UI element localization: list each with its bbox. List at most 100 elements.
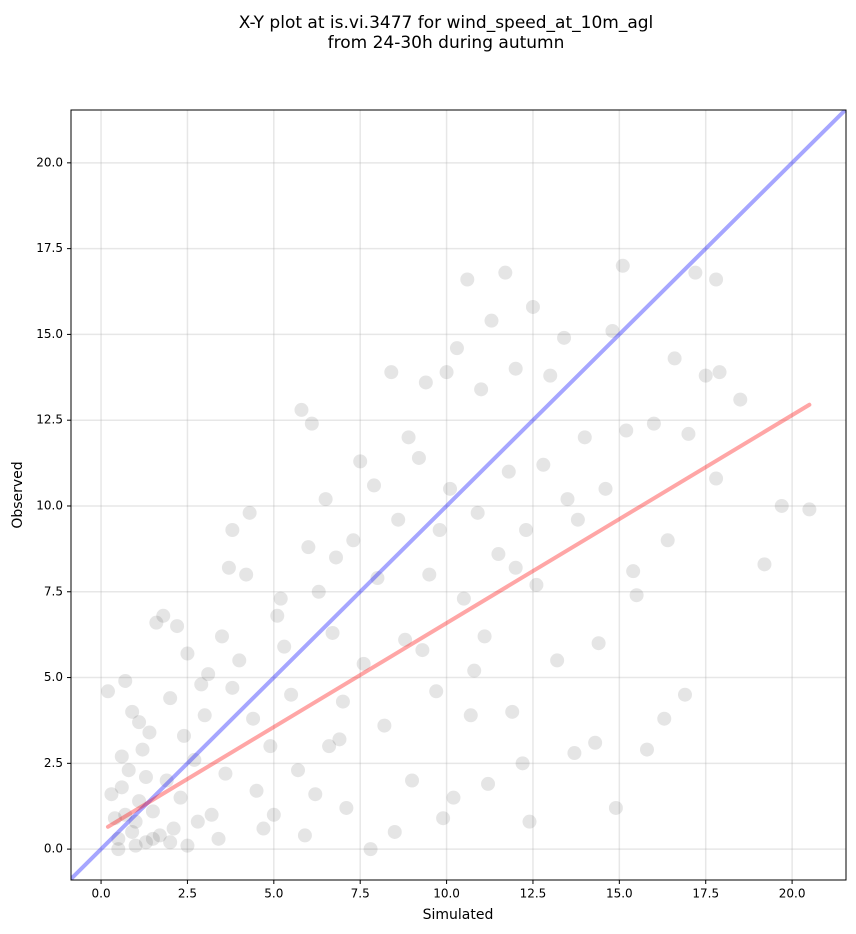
point xyxy=(698,368,713,383)
point xyxy=(297,828,312,843)
point xyxy=(463,708,478,723)
point xyxy=(325,625,340,640)
chart-title: from 24-30h during autumn xyxy=(328,33,565,53)
point xyxy=(138,770,153,785)
ticks: 0.0 2.5 5.0 7.5 10.0 12.5 15.0 17.5 20.0 0.0 2.5 5.… xyxy=(36,155,805,900)
point xyxy=(370,571,385,586)
point xyxy=(688,265,703,280)
point xyxy=(211,831,226,846)
point xyxy=(353,454,368,469)
point xyxy=(470,505,485,520)
point xyxy=(176,728,191,743)
point xyxy=(525,299,540,314)
point xyxy=(145,804,160,819)
point xyxy=(387,824,402,839)
point xyxy=(322,739,337,754)
point xyxy=(474,382,489,397)
point xyxy=(508,560,523,575)
point xyxy=(519,523,534,537)
point xyxy=(657,711,672,726)
point xyxy=(138,835,153,850)
y-tick-label: 2.5 xyxy=(44,756,63,770)
point xyxy=(598,481,613,496)
point xyxy=(411,450,426,465)
point xyxy=(145,831,160,846)
grid xyxy=(71,110,846,880)
point xyxy=(536,457,551,472)
point xyxy=(104,787,119,802)
point xyxy=(346,533,361,548)
point xyxy=(405,773,420,788)
point xyxy=(218,766,233,781)
point xyxy=(132,715,147,730)
point xyxy=(304,416,319,431)
x-axis-label: Simulated xyxy=(423,907,494,923)
point xyxy=(456,591,471,606)
point xyxy=(159,773,174,788)
fit-line xyxy=(71,110,846,880)
point xyxy=(335,694,350,709)
point xyxy=(318,492,333,507)
axes-frame xyxy=(70,109,847,881)
point xyxy=(515,756,530,771)
point xyxy=(367,478,382,493)
point xyxy=(418,375,433,390)
point xyxy=(501,464,516,479)
point xyxy=(118,673,133,688)
point xyxy=(100,684,115,699)
point xyxy=(481,776,496,791)
point xyxy=(677,687,692,702)
point xyxy=(401,430,416,445)
point xyxy=(646,416,661,431)
point xyxy=(529,577,544,592)
point xyxy=(180,838,195,853)
point xyxy=(709,272,724,287)
point xyxy=(709,471,724,486)
point xyxy=(163,835,178,850)
point xyxy=(733,392,748,407)
point xyxy=(232,653,247,668)
point xyxy=(194,677,209,692)
point xyxy=(270,608,285,623)
point xyxy=(190,814,205,829)
point xyxy=(550,653,565,668)
y-tick-label: 15.0 xyxy=(36,327,63,341)
point xyxy=(163,691,178,706)
point xyxy=(712,365,727,380)
y-tick-label: 10.0 xyxy=(36,498,63,512)
point xyxy=(460,272,475,287)
point xyxy=(249,783,264,798)
point xyxy=(522,814,537,829)
point xyxy=(339,800,354,815)
point xyxy=(422,567,437,582)
y-tick-label: 17.5 xyxy=(36,241,63,255)
point xyxy=(802,502,817,517)
chart-title: X-Y plot at is.vi.3477 for wind_speed_at… xyxy=(239,13,654,33)
point xyxy=(605,323,620,338)
point xyxy=(446,790,461,805)
point xyxy=(284,687,299,702)
point xyxy=(214,629,229,644)
point xyxy=(256,821,271,836)
point xyxy=(266,807,281,822)
point xyxy=(114,749,129,764)
point xyxy=(332,732,347,747)
point xyxy=(135,742,150,757)
point xyxy=(508,361,523,376)
point xyxy=(588,735,603,750)
x-tick-label: 10.0 xyxy=(433,887,460,901)
point xyxy=(246,711,261,726)
y-tick-label: 20.0 xyxy=(36,155,63,169)
point xyxy=(125,704,140,719)
point xyxy=(391,512,406,527)
point xyxy=(242,505,257,520)
point xyxy=(107,811,122,826)
point xyxy=(660,533,675,548)
point xyxy=(221,560,236,575)
point xyxy=(543,368,558,383)
point xyxy=(152,828,167,843)
fit-line xyxy=(105,402,812,829)
point xyxy=(301,540,316,555)
point xyxy=(263,739,278,754)
